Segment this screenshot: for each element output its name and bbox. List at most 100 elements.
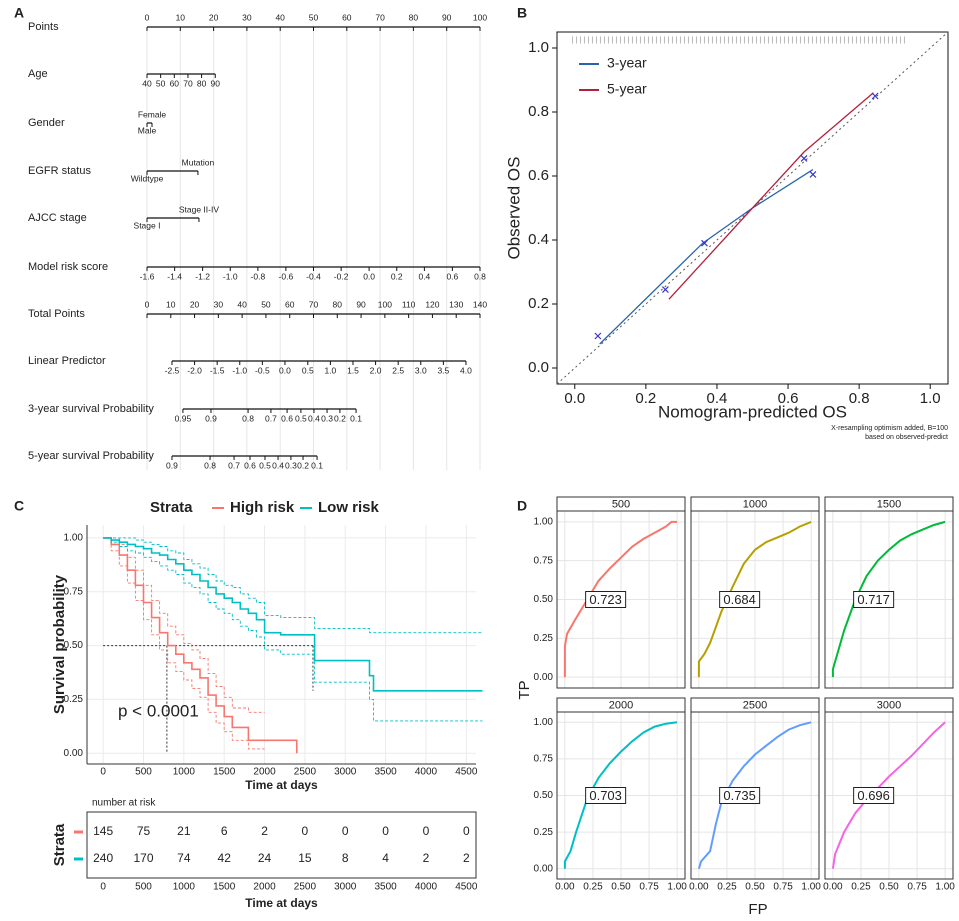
scale-tick-label: 4.0 — [460, 365, 472, 375]
x-tick-label: 0.75 — [639, 882, 659, 893]
scale-tick-label: -0.5 — [255, 365, 270, 375]
roc-curve — [697, 721, 812, 869]
panel-label: D — [517, 498, 527, 514]
scale-tick-label: 60 — [285, 299, 295, 309]
roc-curve — [831, 721, 946, 869]
facet-title: 500 — [612, 498, 630, 510]
x-tick-label: 0 — [100, 767, 106, 778]
scale-tick-label: 0.1 — [311, 460, 323, 470]
x-tick-label: 0.75 — [773, 882, 793, 893]
y-tick-label: 0.00 — [534, 863, 554, 874]
x-axis-label: Time at days — [245, 896, 318, 910]
scale-tick-label: 1.0 — [324, 365, 336, 375]
scale-tick-label: 50 — [156, 78, 166, 88]
scale-tick-label: -0.4 — [306, 271, 321, 281]
scale-tick-label: 0.8 — [474, 271, 486, 281]
scale-tick-label: 20 — [190, 299, 200, 309]
x-tick-label: 4000 — [415, 882, 438, 893]
y-tick-label: 1.00 — [534, 517, 554, 528]
table-cell: 145 — [93, 824, 113, 838]
scale-tick-label: 0.0 — [363, 271, 375, 281]
scale-tick-label: 140 — [473, 299, 487, 309]
x-tick-label: 0.00 — [689, 882, 709, 893]
ci-line — [103, 537, 483, 634]
scale-tick-label: 100 — [473, 12, 487, 22]
x-tick-label: 0.2 — [635, 390, 656, 407]
facet-frame — [556, 711, 686, 880]
roc-curve — [697, 520, 812, 678]
x-tick-label: 1.00 — [667, 882, 687, 893]
legend-label: Low risk — [318, 499, 380, 516]
x-tick-label: 0.4 — [707, 390, 728, 407]
legend-label: High risk — [230, 499, 295, 516]
panel-label: C — [14, 498, 24, 514]
y-tick-label: 0.75 — [534, 754, 554, 765]
scale-tick-label: 3.5 — [437, 365, 449, 375]
scale-tick-label: 0.5 — [259, 460, 271, 470]
scale-tick-label: -2.0 — [187, 365, 202, 375]
scale-tick-label: 0.5 — [295, 413, 307, 423]
facet-title: 1000 — [743, 498, 767, 510]
x-tick-label: 0.50 — [879, 882, 899, 893]
table-cell: 21 — [177, 824, 191, 838]
scale-tick-label: 70 — [183, 78, 193, 88]
x-tick-label: 3500 — [374, 882, 397, 893]
scale-tick-label: -2.5 — [165, 365, 180, 375]
marker — [661, 286, 669, 294]
y-tick-label: 0.50 — [534, 594, 554, 605]
scale-tick-label: 0.7 — [265, 413, 277, 423]
scale-tick-label: -0.8 — [251, 271, 266, 281]
row-label: Linear Predictor — [28, 355, 106, 367]
panel-label: B — [517, 5, 527, 21]
x-tick-label: 2500 — [294, 767, 317, 778]
x-tick-label: 1.00 — [935, 882, 955, 893]
x-tick-label: 1000 — [173, 882, 196, 893]
table-cell: 4 — [382, 851, 389, 865]
scale-tick-label: 60 — [342, 12, 352, 22]
scale-tick-label: 80 — [409, 12, 419, 22]
auc-box — [719, 591, 761, 608]
scale-tick-label: 0.6 — [446, 271, 458, 281]
x-tick-label: 2000 — [253, 882, 276, 893]
roc-curve — [563, 520, 678, 678]
auc-box — [853, 591, 895, 608]
facet-frame — [690, 510, 820, 689]
x-tick-label: 4000 — [415, 767, 438, 778]
scale-tick-label: 50 — [261, 299, 271, 309]
x-tick-label: 500 — [135, 767, 152, 778]
scale-tick-label: -1.5 — [210, 365, 225, 375]
auc-label: 0.723 — [589, 592, 622, 607]
marker — [594, 332, 602, 340]
scale-tick-label: 50 — [309, 12, 319, 22]
table-cell: 74 — [177, 851, 191, 865]
x-tick-label: 3500 — [374, 767, 397, 778]
facet-frame — [690, 711, 820, 880]
ci-line — [103, 537, 483, 722]
scale-tick-label: 0.8 — [242, 413, 254, 423]
table-cell: 170 — [133, 851, 153, 865]
scale-tick-label: 0.95 — [175, 413, 192, 423]
x-tick-label: 4500 — [455, 882, 478, 893]
row-label: 3-year survival Probability — [28, 403, 154, 415]
scale-tick-label: 0.2 — [334, 413, 346, 423]
survival-curve — [103, 537, 483, 692]
x-tick-label: 2500 — [294, 882, 317, 893]
scale-tick-label: 110 — [402, 299, 416, 309]
y-tick-label: 0.50 — [64, 640, 84, 651]
table-cell: 8 — [342, 851, 349, 865]
table-cell: 6 — [221, 824, 228, 838]
scale-tick-label: -1.4 — [167, 271, 182, 281]
scale-tick-label: 0.6 — [244, 460, 256, 470]
scale-tick-label: -0.2 — [334, 271, 349, 281]
scale-tick-label: 0 — [145, 12, 150, 22]
auc-box — [719, 787, 761, 804]
x-tick-label: 1500 — [213, 767, 236, 778]
scale-tick-label: 30 — [242, 12, 252, 22]
scale-tick-label: 0.7 — [228, 460, 240, 470]
scale-tick-label: 100 — [378, 299, 392, 309]
scale-tick-label: 90 — [211, 78, 221, 88]
table-title: number at risk — [92, 798, 156, 809]
legend-label: 3-year — [607, 55, 647, 71]
note: based on observed-predict — [865, 434, 948, 441]
